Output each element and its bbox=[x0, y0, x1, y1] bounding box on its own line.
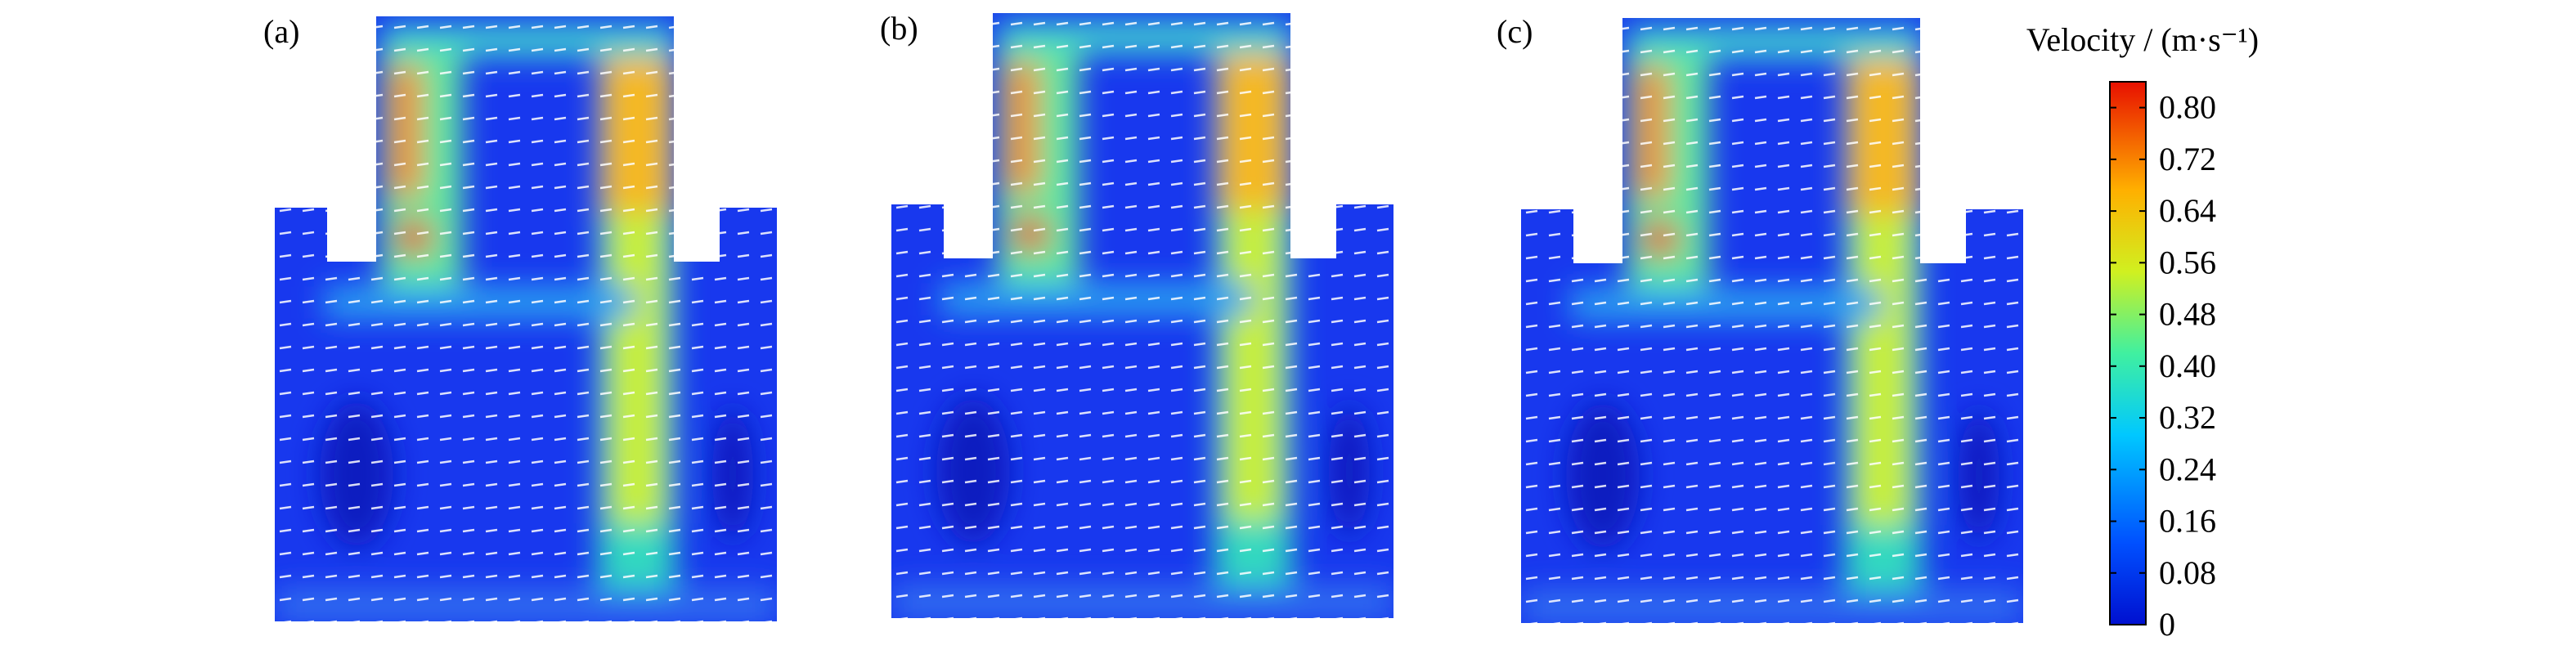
colorbar-scale bbox=[2109, 81, 2147, 625]
velocity-field-panel bbox=[1521, 18, 2023, 623]
panels: (a) (b) (c) bbox=[263, 10, 2023, 623]
panel-label: (a) bbox=[263, 13, 299, 50]
colorbar: Velocity / (m·s⁻¹) 0 0.08 0.16 0.24 0.32 0.40 0… bbox=[2026, 21, 2259, 643]
colorbar-tick-label: 0.56 bbox=[2159, 244, 2216, 280]
panel-label: (c) bbox=[1497, 13, 1533, 50]
colorbar-title: Velocity / (m·s⁻¹) bbox=[2026, 21, 2259, 58]
velocity-field-panel bbox=[891, 13, 1393, 618]
colorbar-tick-label: 0.48 bbox=[2159, 296, 2216, 333]
colorbar-tick-label: 0.64 bbox=[2159, 192, 2216, 229]
colorbar-tick-label: 0.24 bbox=[2159, 451, 2216, 487]
colorbar-tick-label: 0.08 bbox=[2159, 554, 2216, 591]
colorbar-tick-label: 0.72 bbox=[2159, 141, 2216, 177]
velocity-field bbox=[275, 16, 777, 621]
colorbar-tick-label: 0.16 bbox=[2159, 503, 2216, 540]
colorbar-tick-label: 0 bbox=[2159, 606, 2175, 643]
panel-label: (b) bbox=[880, 10, 918, 47]
velocity-field-panel bbox=[275, 16, 777, 621]
colorbar-tick-label: 0.80 bbox=[2159, 89, 2216, 126]
colorbar-tick-label: 0.32 bbox=[2159, 399, 2216, 436]
velocity-field bbox=[1521, 18, 2023, 623]
velocity-field bbox=[891, 13, 1393, 618]
colorbar-tick-label: 0.40 bbox=[2159, 347, 2216, 384]
